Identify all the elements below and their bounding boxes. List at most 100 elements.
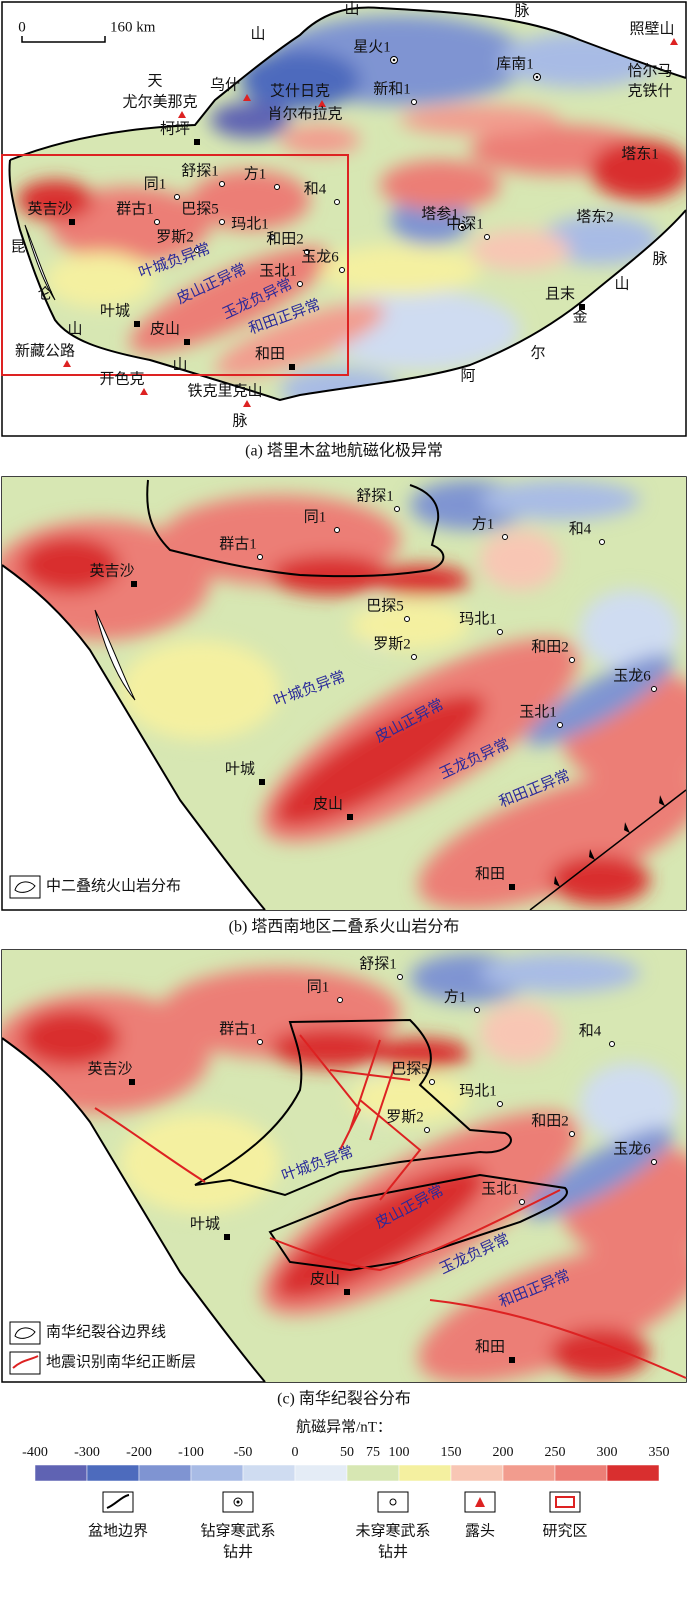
outcrop-marker — [318, 100, 326, 107]
anomaly-zone — [120, 640, 280, 740]
place-label: 山 — [172, 356, 187, 373]
place-label: 皮山 — [150, 320, 180, 337]
anomaly-zone — [480, 1003, 560, 1063]
place-label: 玉龙6 — [613, 667, 651, 684]
legend-label: 中二叠统火山岩分布 — [46, 877, 181, 894]
place-label: 同1 — [144, 176, 167, 192]
well-marker — [194, 247, 200, 253]
fault-tick — [589, 849, 595, 860]
city-marker — [224, 1234, 230, 1240]
well-marker — [502, 534, 508, 540]
anomaly-zone — [525, 1127, 675, 1219]
place-label: 玉龙6 — [301, 248, 339, 265]
well-marker — [274, 184, 280, 190]
color-box — [34, 1464, 88, 1482]
outcrop-marker — [670, 38, 678, 45]
place-label: 山 — [250, 25, 265, 42]
place-label: 山 — [344, 0, 359, 17]
color-box — [606, 1464, 660, 1482]
anomaly-zone — [400, 105, 560, 135]
well-marker — [535, 75, 539, 79]
city-marker — [129, 1079, 135, 1085]
well-marker — [404, 616, 410, 622]
place-label: 和田 — [255, 345, 285, 362]
place-label: 舒探1 — [181, 162, 219, 179]
place-label: 乌什 — [210, 76, 240, 93]
place-label: 塔东2 — [576, 208, 614, 225]
place-label: 新藏公路 — [15, 342, 75, 359]
well-marker — [174, 194, 180, 200]
well-marker — [219, 181, 225, 187]
colorbar-tick-label: -100 — [178, 1445, 204, 1460]
anomaly-zone — [120, 1113, 280, 1213]
colorbar-tick-label: 200 — [493, 1445, 514, 1460]
place-label: 英吉沙 — [27, 199, 72, 217]
panel-b: 中二叠统火山岩分布 (b) 塔西南地区二叠系火山岩分布 舒探1 同1 方1 和4 群古1… — [1, 476, 687, 936]
anomaly-zone — [550, 1328, 650, 1378]
color-box — [398, 1464, 452, 1482]
anomaly-zone — [418, 770, 686, 910]
caption: (a) 塔里木盆地航磁化极异常 — [245, 442, 443, 460]
well-marker — [519, 1199, 525, 1205]
outcrop-marker — [140, 388, 148, 395]
well-marker — [337, 997, 343, 1003]
place-label: 金 — [572, 308, 587, 325]
place-label: 肖尔布拉克 — [267, 105, 342, 122]
anomaly-zone — [590, 140, 686, 200]
anomaly-zone — [45, 252, 155, 308]
well-marker — [304, 249, 310, 255]
place-label: 塔东1 — [621, 145, 659, 162]
place-label: 玛北1 — [231, 215, 269, 232]
well-marker — [497, 629, 503, 635]
anomaly-zone — [129, 247, 331, 353]
anomaly-zone — [480, 953, 640, 993]
place-label: 新和1 — [373, 80, 411, 97]
well-marker — [394, 506, 400, 512]
place-label: 照壁山 — [629, 20, 674, 37]
place-label: 和4 — [304, 180, 327, 197]
place-label: 星火1 — [353, 39, 391, 55]
well-marker — [392, 58, 396, 62]
color-box — [242, 1464, 296, 1482]
colorbar-tick-label: 75 — [366, 1445, 380, 1460]
anomaly-zone — [370, 565, 470, 595]
place-label: 阿 — [460, 367, 475, 384]
city-marker — [194, 139, 200, 145]
place-label: 玉北1 — [481, 1180, 519, 1197]
color-box — [450, 1464, 504, 1482]
well-marker — [257, 554, 263, 560]
place-label: 玉龙6 — [613, 1140, 651, 1157]
city-marker — [579, 304, 585, 310]
colorbar-tick-label: -400 — [22, 1445, 48, 1460]
place-label: 昆 — [10, 239, 25, 255]
legend-label: 南华纪裂谷边界线 — [46, 1323, 166, 1340]
color-box — [346, 1464, 400, 1482]
colorbar-title: 航磁异常/nT： — [296, 1418, 392, 1435]
place-label: 群古1 — [219, 535, 257, 552]
city-marker — [344, 1289, 350, 1295]
anomaly-zone — [270, 555, 390, 595]
outcrop-marker — [243, 400, 251, 407]
city-marker — [69, 219, 75, 225]
outcrop-marker — [243, 94, 251, 101]
anomaly-zone — [370, 1038, 470, 1068]
scale-length: 160 km — [110, 19, 156, 35]
color-box — [294, 1464, 348, 1482]
place-label: 玛北1 — [459, 610, 497, 627]
place-label: 且末 — [545, 285, 575, 302]
place-label: 克铁什 — [627, 82, 672, 99]
well-marker — [474, 1007, 480, 1013]
well-marker — [154, 219, 160, 225]
colorbar-tick-label: 50 — [340, 1445, 354, 1460]
well-marker — [651, 686, 657, 692]
colorbar: 航磁异常/nT： -400 -300 -200 -100 -50 0 50 75 100 150 2… — [22, 1418, 670, 1482]
place-label: 尤尔美那克 — [122, 93, 197, 110]
well-marker — [411, 99, 417, 105]
legend-label: 露头 — [465, 1522, 495, 1539]
well-marker — [297, 281, 303, 287]
color-box — [190, 1464, 244, 1482]
place-label: 柯坪 — [160, 120, 190, 137]
place-label: 罗斯2 — [156, 228, 194, 245]
city-marker — [509, 1357, 515, 1363]
fault-tick — [554, 875, 560, 887]
